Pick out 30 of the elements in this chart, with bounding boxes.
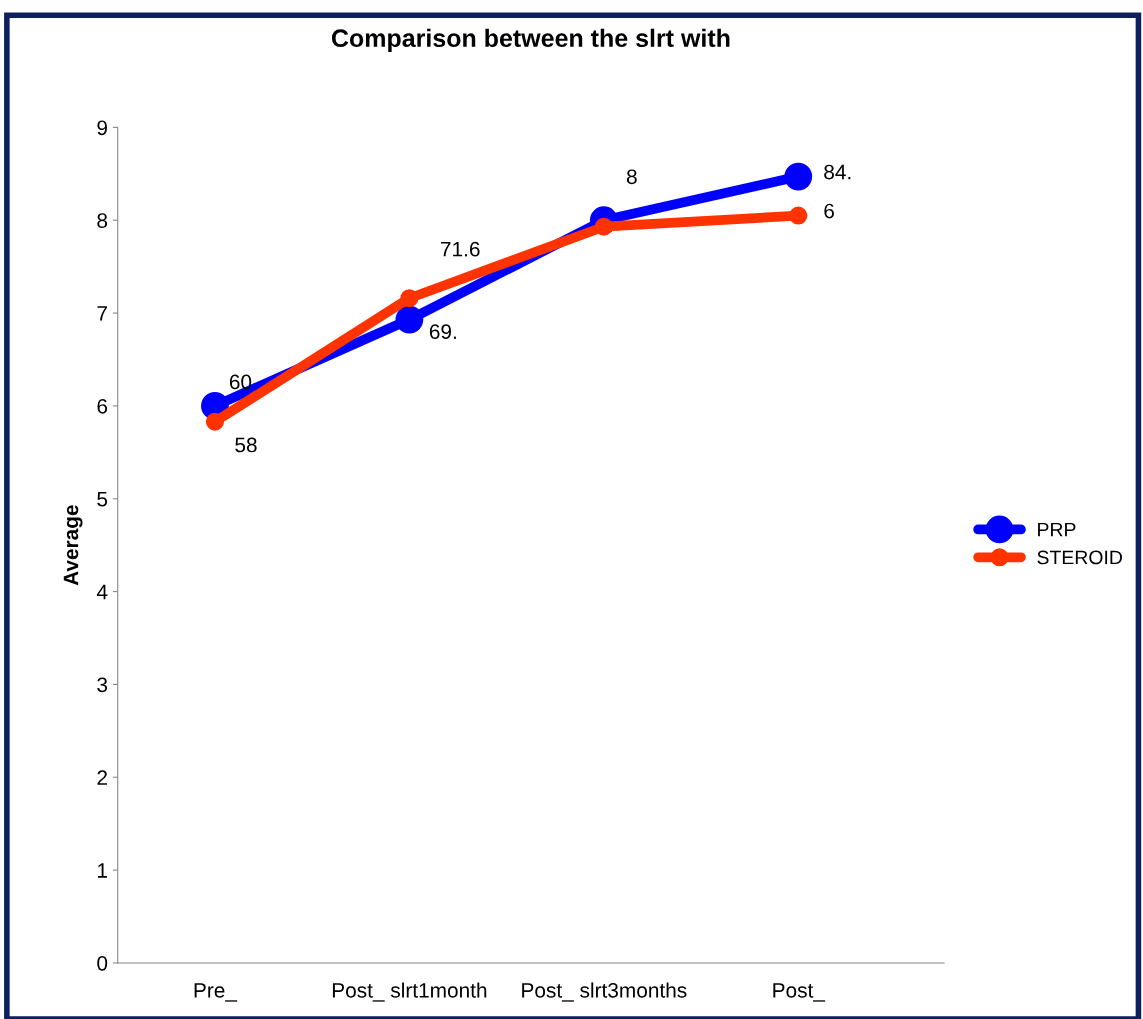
y-tick-label: 3 xyxy=(97,677,108,693)
point xyxy=(400,289,419,308)
y-tick-label: 1 xyxy=(98,863,107,878)
y-tick-label: 6 xyxy=(97,398,108,414)
annotation: 71.6 xyxy=(441,241,480,257)
x-tick-label: Post_ slrt1month xyxy=(332,982,487,1002)
point xyxy=(205,412,224,431)
x-tick-label: Post_ slrt3months xyxy=(522,982,687,1002)
annotation: 84. xyxy=(824,164,851,180)
x-tick-label: Pre_ xyxy=(194,983,238,1002)
point xyxy=(395,305,424,334)
y-tick-label: 9 xyxy=(97,120,108,136)
y-tick-label: 7 xyxy=(97,306,107,321)
point xyxy=(784,162,813,191)
legend-label: PRP xyxy=(1038,522,1076,537)
y-axis-title: Average xyxy=(63,505,83,586)
annotation: 6 xyxy=(824,203,834,219)
legend-label: STEROID xyxy=(1037,550,1122,565)
y-tick-label: 8 xyxy=(97,213,108,228)
annotation: 58 xyxy=(235,437,257,453)
point xyxy=(789,206,808,225)
annotation: 69. xyxy=(429,324,456,340)
x-tick-label: Post_ xyxy=(773,983,826,1002)
y-tick-label: 5 xyxy=(97,491,108,507)
y-tick-label: 0 xyxy=(97,955,108,971)
y-tick-label: 4 xyxy=(96,584,108,600)
annotation: 8 xyxy=(626,169,637,185)
y-tick-label: 2 xyxy=(97,770,107,785)
chart-title: Comparison between the slrt with xyxy=(331,28,730,53)
annotation: 60 xyxy=(229,374,252,390)
